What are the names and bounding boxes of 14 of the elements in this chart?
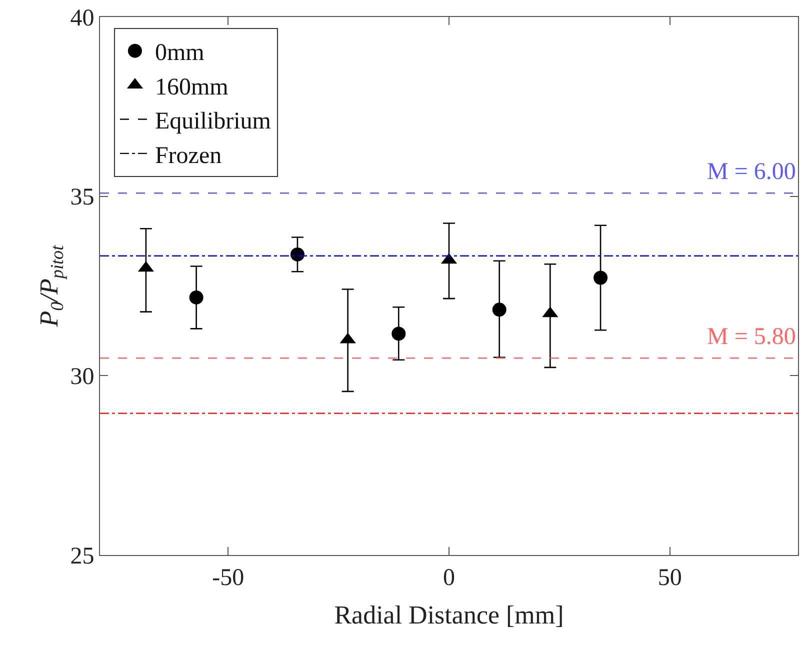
y-tick-label: 40 [70, 5, 94, 32]
y-tick-label: 25 [70, 543, 94, 570]
y-tick-label: 30 [70, 364, 94, 390]
legend-label: 0mm [154, 40, 205, 66]
legend-label: 160mm [154, 74, 229, 100]
x-tick-label: 50 [658, 564, 682, 591]
annotation: M = 5.80 [707, 324, 796, 350]
y-tick-label: 35 [70, 184, 94, 211]
x-tick-label: 0 [443, 564, 455, 591]
annotation: M = 6.00 [707, 159, 796, 185]
legend-label: Frozen [154, 142, 222, 169]
legend-label: Equilibrium [154, 108, 272, 135]
x-axis-title: Radial Distance [mm] [334, 600, 564, 630]
x-tick-label: -50 [212, 564, 244, 591]
